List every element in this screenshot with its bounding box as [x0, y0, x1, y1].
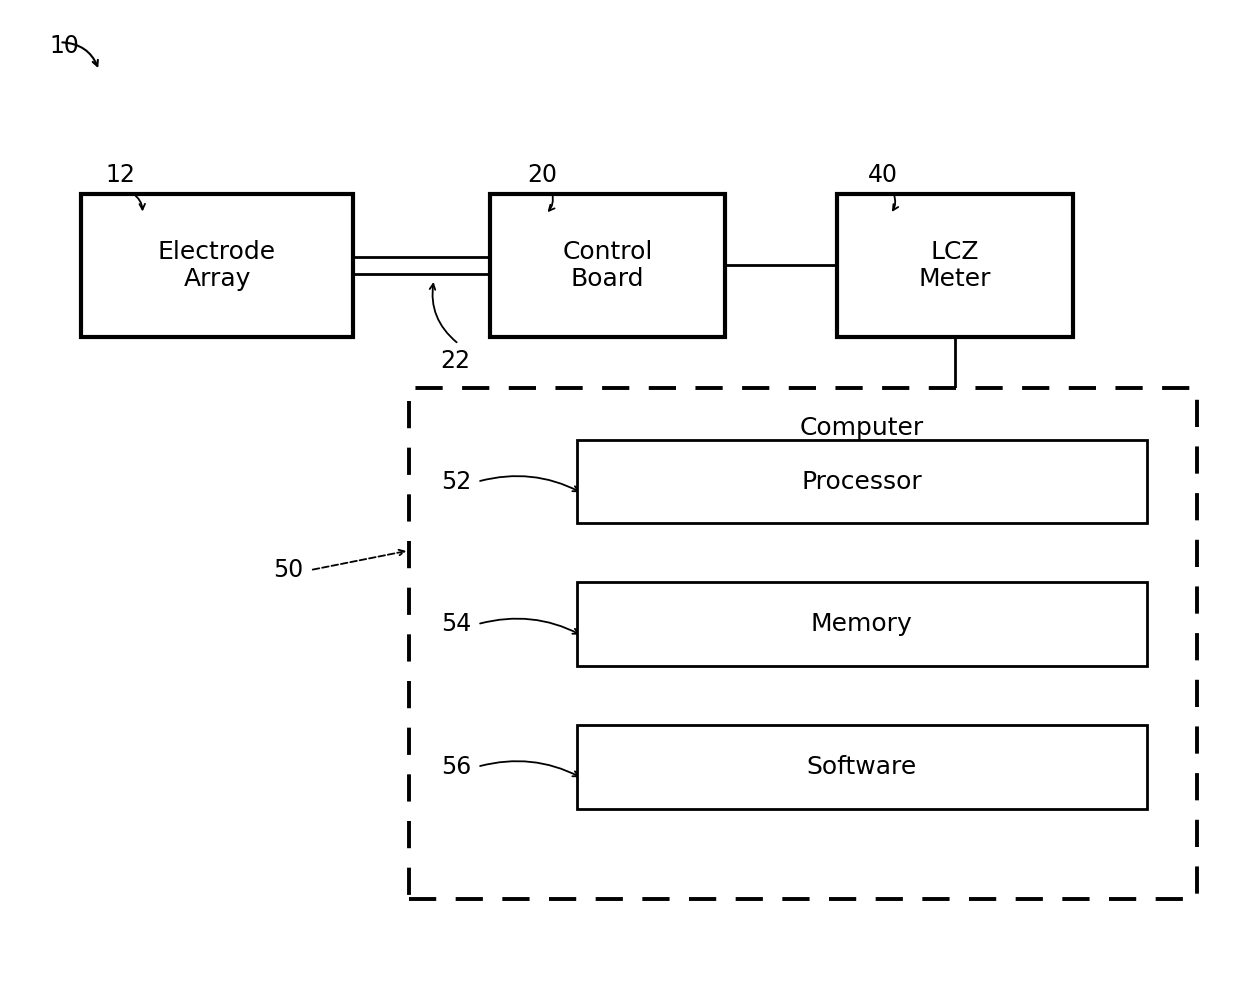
- Text: 56: 56: [441, 755, 471, 779]
- Bar: [577, 582, 1147, 666]
- Text: 20: 20: [527, 163, 557, 187]
- Text: LCZ
Meter: LCZ Meter: [919, 240, 991, 291]
- Bar: [837, 194, 1073, 336]
- Text: 22: 22: [440, 349, 470, 373]
- Text: Memory: Memory: [811, 612, 913, 636]
- Bar: [490, 194, 725, 336]
- Bar: [409, 388, 1197, 899]
- Text: 10: 10: [50, 34, 79, 58]
- Bar: [577, 440, 1147, 523]
- Text: Control
Board: Control Board: [563, 240, 652, 291]
- Text: Computer: Computer: [800, 416, 924, 439]
- Text: Electrode
Array: Electrode Array: [157, 240, 277, 291]
- Bar: [577, 725, 1147, 808]
- Text: 12: 12: [105, 163, 135, 187]
- Text: 40: 40: [868, 163, 898, 187]
- Text: 52: 52: [441, 470, 471, 493]
- Text: Software: Software: [807, 755, 916, 779]
- Bar: [81, 194, 353, 336]
- Text: 54: 54: [441, 612, 471, 636]
- Text: Processor: Processor: [801, 470, 923, 493]
- Text: 50: 50: [274, 558, 304, 582]
